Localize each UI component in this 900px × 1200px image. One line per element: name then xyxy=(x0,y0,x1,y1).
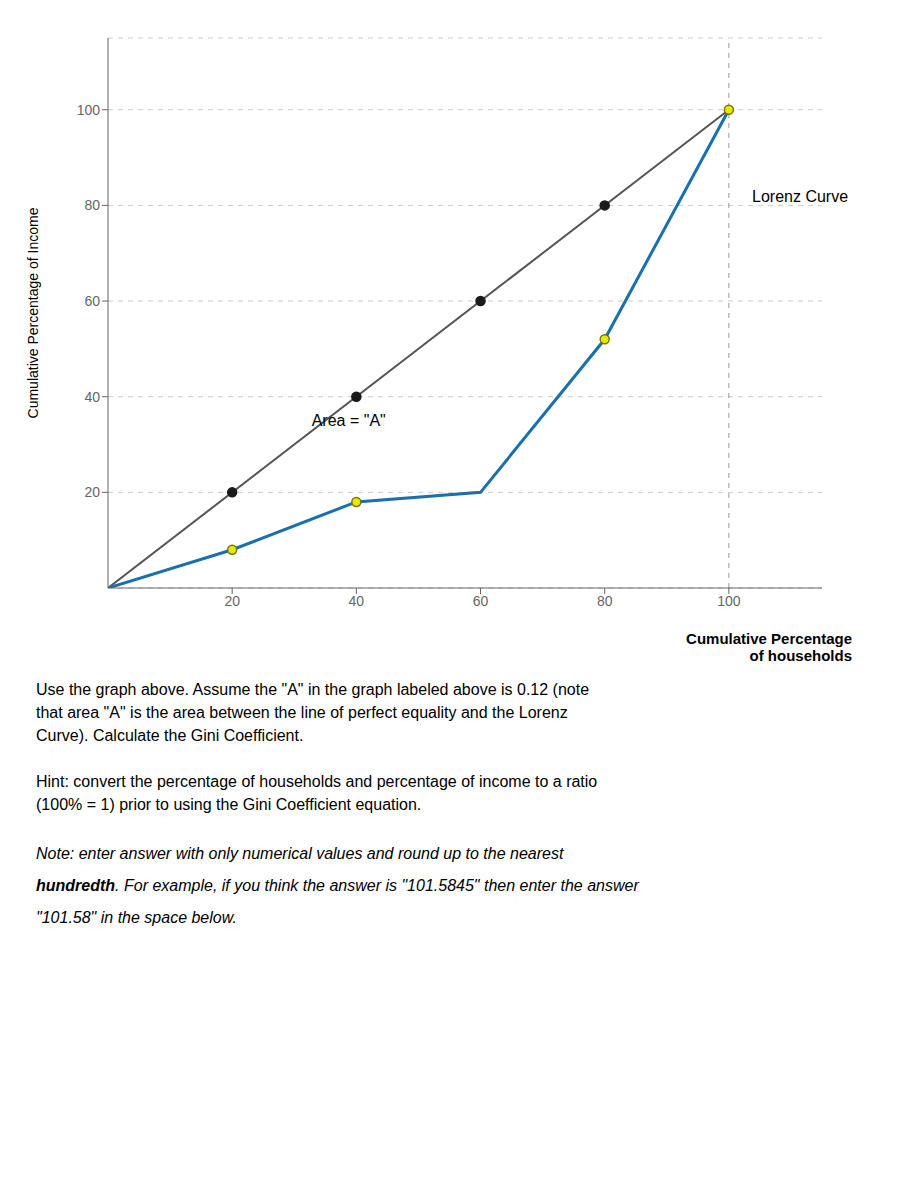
svg-text:60: 60 xyxy=(473,593,489,609)
svg-text:20: 20 xyxy=(224,593,240,609)
svg-text:40: 40 xyxy=(349,593,365,609)
html-text:Use the graph above. Assume th: Use the graph above. Assume the "A" in t… xyxy=(36,681,590,745)
html-text:Hint: convert the percentage o: Hint: convert the percentage of househol… xyxy=(36,772,598,813)
svg-text:80: 80 xyxy=(597,593,613,609)
svg-text:Cumulative Percentage of Incom: Cumulative Percentage of Income xyxy=(25,207,41,418)
html-text:of households: of households xyxy=(749,647,852,664)
svg-text:80: 80 xyxy=(84,197,100,213)
html-text:"101.58" in the space below.: "101.58" in the space below. xyxy=(36,908,237,926)
svg-text:100: 100 xyxy=(77,102,101,118)
svg-text:Area = "A": Area = "A" xyxy=(312,412,386,429)
html-text:Cumulative Percentage: Cumulative Percentage xyxy=(686,630,852,647)
svg-text:20: 20 xyxy=(84,484,100,500)
html-text:Note: enter answer with only n: Note: enter answer with only numerical v… xyxy=(36,844,564,862)
svg-text:40: 40 xyxy=(84,389,100,405)
html-text:hundredth. For example, if you: hundredth. For example, if you think the… xyxy=(36,876,639,894)
svg-text:Lorenz Curve: Lorenz Curve xyxy=(752,188,848,205)
svg-text:100: 100 xyxy=(717,593,741,609)
svg-text:60: 60 xyxy=(84,293,100,309)
